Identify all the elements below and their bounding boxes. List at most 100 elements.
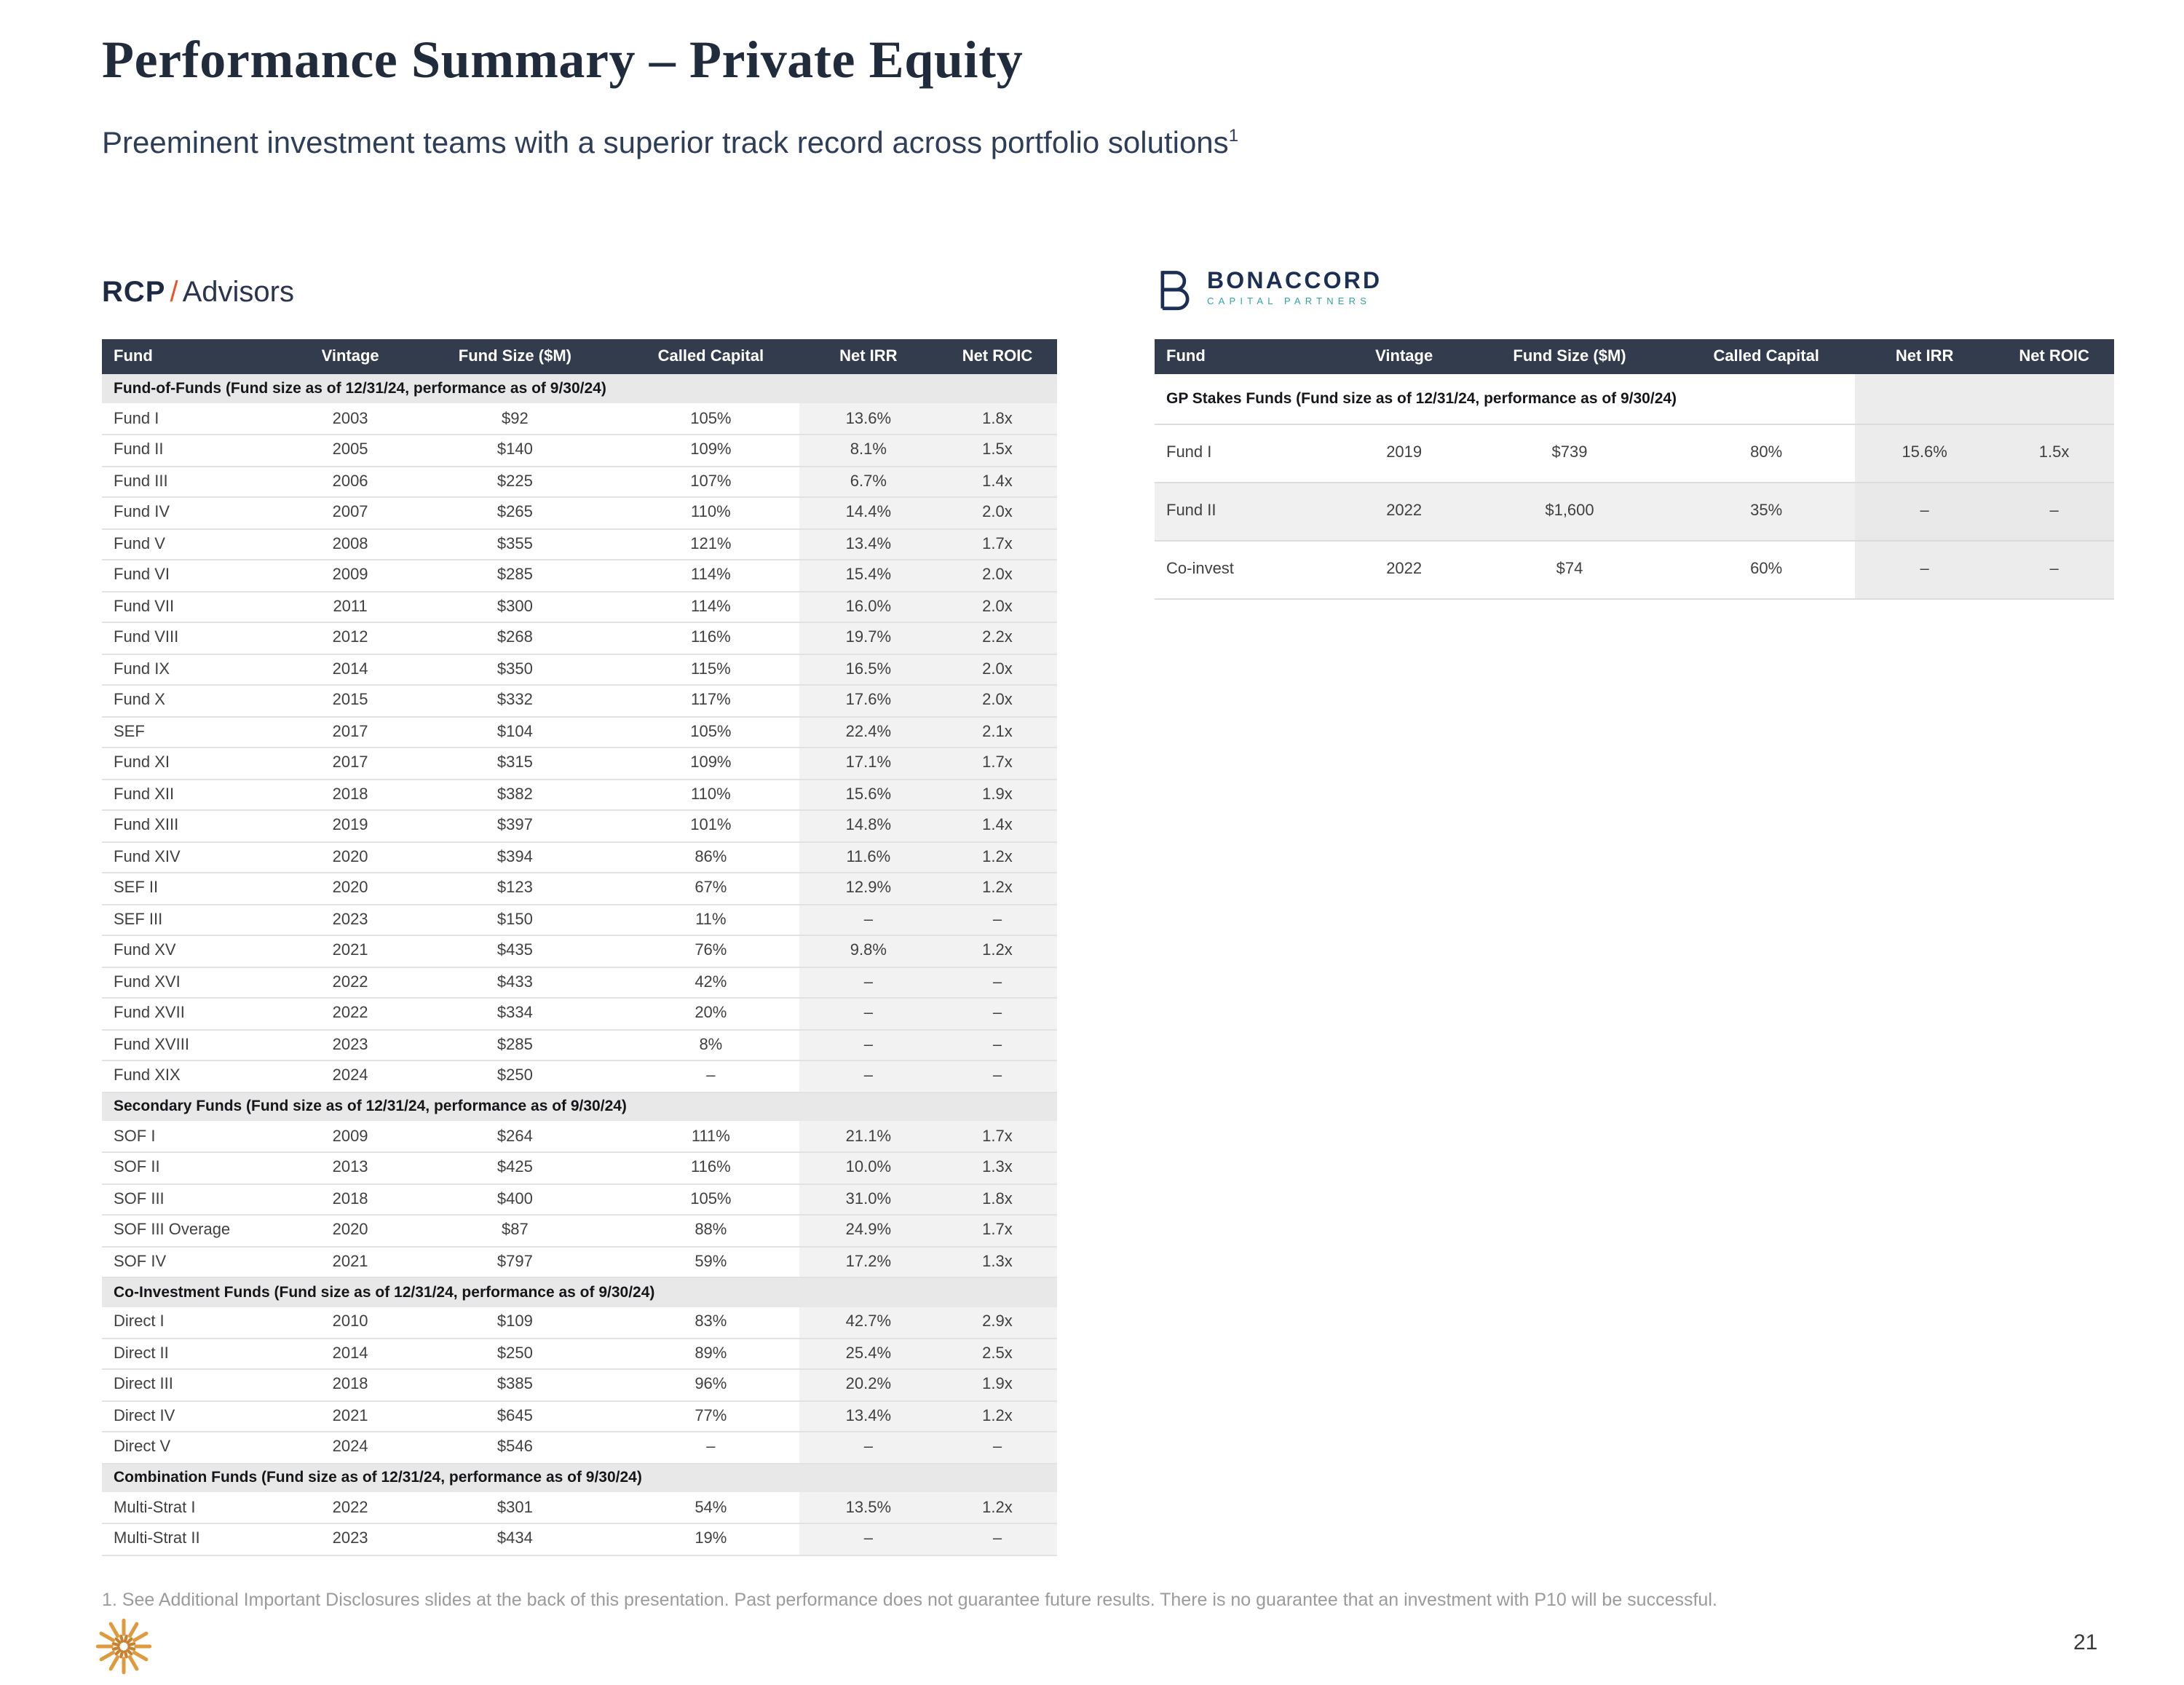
table-cell: $265 [407, 497, 622, 529]
table-cell: 2.2x [937, 622, 1057, 654]
table-cell: $334 [407, 998, 622, 1030]
fund-name-cell: Fund IX [102, 654, 293, 686]
table-cell: 1.2x [937, 873, 1057, 905]
rcp-performance-table: Fund Vintage Fund Size ($M) Called Capital N… [102, 339, 1057, 1555]
table-cell: 2.0x [937, 497, 1057, 529]
table-cell: – [937, 1432, 1057, 1464]
table-cell: – [622, 1432, 799, 1464]
section-label: Combination Funds (Fund size as of 12/31… [102, 1463, 799, 1492]
table-cell: 60% [1677, 539, 1856, 599]
table-cell: – [799, 967, 938, 999]
table-cell: – [1855, 539, 1995, 599]
fund-row: Fund I 2019 $739 80% 15.6% 1.5x [1155, 423, 2114, 483]
table-cell: $285 [407, 560, 622, 592]
fund-row: Multi-Strat II 2023 $434 19% – – [102, 1523, 1057, 1555]
page-title: Performance Summary – Private Equity [102, 31, 1024, 89]
fund-name-cell: Fund IV [102, 497, 293, 529]
table-cell: $425 [407, 1152, 622, 1184]
table-cell: 2.0x [937, 654, 1057, 686]
table-cell: 2013 [293, 1152, 408, 1184]
table-cell: 2021 [293, 1400, 408, 1432]
table-cell: 2018 [293, 1369, 408, 1401]
table-header-row: Fund Vintage Fund Size ($M) Called Capital N… [1155, 339, 2114, 374]
table-cell: $397 [407, 810, 622, 842]
table-cell: 77% [622, 1400, 799, 1432]
table-cell: 67% [622, 873, 799, 905]
table-cell: $268 [407, 622, 622, 654]
table-cell: 1.9x [937, 779, 1057, 811]
column-header: Fund Size ($M) [458, 348, 571, 365]
section-header-row: Secondary Funds (Fund size as of 12/31/2… [102, 1092, 1057, 1121]
table-cell: 17.1% [799, 748, 938, 780]
fund-row: SOF I 2009 $264 111% 21.1% 1.7x [102, 1121, 1057, 1153]
fund-name-cell: Fund I [102, 403, 293, 435]
fund-row: Fund XIII 2019 $397 101% 14.8% 1.4x [102, 810, 1057, 842]
table-cell: $546 [407, 1432, 622, 1464]
table-cell: 1.7x [937, 528, 1057, 560]
table-cell: 1.8x [937, 403, 1057, 435]
section-label: GP Stakes Funds (Fund size as of 12/31/2… [1166, 389, 1677, 408]
fund-name-cell: Co-invest [1155, 539, 1347, 599]
column-header: Called Capital [1713, 348, 1819, 365]
table-cell: – [937, 998, 1057, 1030]
fund-name-cell: Fund XII [102, 779, 293, 811]
table-cell: $385 [407, 1369, 622, 1401]
fund-name-cell: SEF [102, 716, 293, 748]
fund-row: Fund XIX 2024 $250– – – [102, 1060, 1057, 1093]
table-cell: 2022 [293, 1492, 408, 1524]
table-cell: 19.7% [799, 622, 938, 654]
table-cell: 80% [1677, 423, 1856, 483]
table-cell: 2014 [293, 654, 408, 686]
fund-name-cell: Fund XI [102, 748, 293, 780]
table-cell: 76% [622, 935, 799, 967]
table-cell: 1.7x [937, 1215, 1057, 1247]
table-cell: 14.8% [799, 810, 938, 842]
fund-row: Direct V 2024 $546– – – [102, 1432, 1057, 1464]
table-cell: 15.6% [1855, 423, 1995, 483]
table-cell: 54% [622, 1492, 799, 1524]
table-cell: $123 [407, 873, 622, 905]
fund-name-cell: SOF IV [102, 1246, 293, 1278]
table-cell: 19% [622, 1523, 799, 1555]
table-cell: 2017 [293, 716, 408, 748]
fund-row: Co-invest 2022 $74 60% – – [1155, 539, 2114, 599]
table-cell: $250 [407, 1060, 622, 1093]
table-cell: 89% [622, 1338, 799, 1370]
table-cell: $74 [1461, 539, 1678, 599]
table-cell: – [937, 1523, 1057, 1555]
section-header-row: Co-Investment Funds (Fund size as of 12/… [102, 1277, 1057, 1307]
section-spacer-cell [937, 1092, 1057, 1121]
table-cell: 1.3x [937, 1152, 1057, 1184]
bonaccord-name: BONACCORD [1207, 269, 1382, 295]
table-cell: 20.2% [799, 1369, 938, 1401]
column-header: Fund [114, 348, 153, 365]
table-cell: 114% [622, 560, 799, 592]
table-cell: 88% [622, 1215, 799, 1247]
table-cell: $435 [407, 935, 622, 967]
table-cell: $350 [407, 654, 622, 686]
fund-row: SEF II 2020 $123 67% 12.9% 1.2x [102, 873, 1057, 905]
table-cell: 107% [622, 466, 799, 498]
table-cell: – [1855, 481, 1995, 541]
table-cell: 15.4% [799, 560, 938, 592]
fund-row: Fund XI 2017 $315 109% 17.1% 1.7x [102, 748, 1057, 780]
subtitle-text: Preeminent investment teams with a super… [102, 127, 1229, 160]
fund-row: Fund VIII 2012 $268 116% 19.7% 2.2x [102, 622, 1057, 654]
table-cell: 2.0x [937, 685, 1057, 717]
table-cell: 2024 [293, 1432, 408, 1464]
table-cell: 1.3x [937, 1246, 1057, 1278]
table-cell: 116% [622, 622, 799, 654]
table-cell: 1.4x [937, 466, 1057, 498]
column-header: Net ROIC [2019, 348, 2089, 365]
fund-name-cell: Direct II [102, 1338, 293, 1370]
fund-row: Fund IX 2014 $350 115% 16.5% 2.0x [102, 654, 1057, 686]
table-cell: 13.6% [799, 403, 938, 435]
table-cell: 22.4% [799, 716, 938, 748]
table-cell: $332 [407, 685, 622, 717]
fund-row: SEF III 2023 $150 11% – – [102, 904, 1057, 936]
table-cell: 35% [1677, 481, 1856, 541]
table-cell: 13.5% [799, 1492, 938, 1524]
table-cell: 2003 [293, 403, 408, 435]
section-label: Fund-of-Funds (Fund size as of 12/31/24,… [102, 374, 799, 403]
